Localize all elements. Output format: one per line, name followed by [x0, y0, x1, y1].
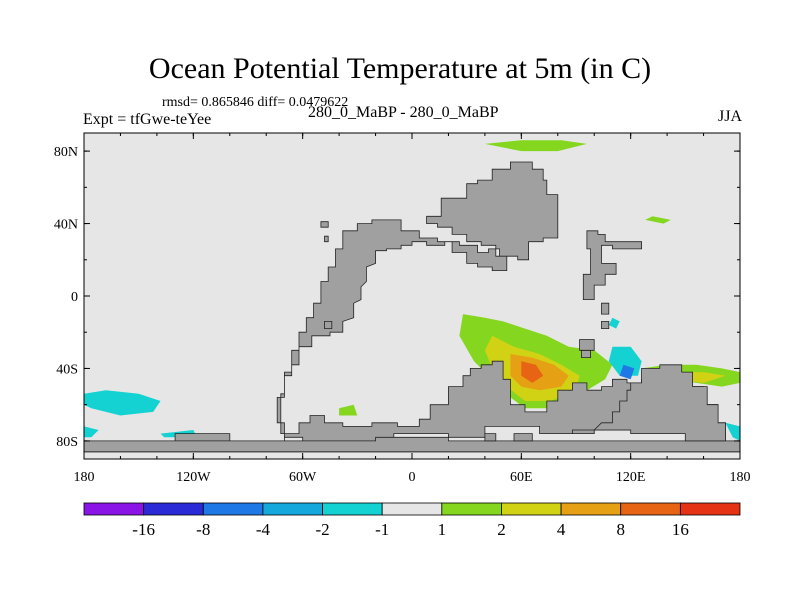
anomaly-south-atlantic-green: [339, 404, 358, 416]
land-island-6: [601, 320, 610, 330]
y-tick-label: 40N: [54, 218, 78, 233]
experiment-label: Expt = tfGwe-teYee: [83, 111, 212, 128]
colorbar-label: 16: [672, 520, 689, 539]
x-tick-label: 60W: [289, 470, 317, 485]
land-east-asia-finger: [582, 230, 642, 301]
anomaly-pacific-cyan-2: [84, 426, 99, 438]
colorbar-swatch: [560, 502, 622, 516]
land-southern-strip: [84, 436, 740, 453]
anomaly-far-east-cyan: [725, 422, 740, 441]
y-tick-label: 40S: [56, 362, 78, 377]
y-tick-label: 0: [71, 290, 78, 305]
chart-title: Ocean Potential Temperature at 5m (in C): [148, 52, 652, 85]
colorbar-label: 2: [497, 520, 506, 539]
colorbar-label: 1: [438, 520, 447, 539]
axis-layer: 180 120W 60W 0 60E 120E 180 80N 40N 0 40S 80S: [54, 133, 751, 485]
land-island-4: [581, 349, 591, 359]
colorbar-swatch: [620, 502, 681, 516]
x-tick-label: 180: [74, 470, 95, 485]
colorbar-label: -16: [132, 520, 155, 539]
colorbar-swatch: [441, 502, 502, 516]
x-tick-label: 120W: [176, 470, 211, 485]
colorbar-swatch: [262, 502, 323, 516]
colorbar-label: -4: [256, 520, 271, 539]
y-tick-label: 80S: [56, 435, 78, 450]
colorbar: -16 -8 -4 -2 -1 1 2 4 8 16: [83, 502, 741, 539]
colorbar-swatch: [202, 502, 264, 516]
rmsd-diff-stats: rmsd= 0.865846 diff= 0.0479622: [162, 95, 349, 110]
colorbar-swatch: [322, 502, 383, 516]
land-australia: [572, 364, 726, 442]
season-label: JJA: [717, 108, 742, 125]
x-tick-label: 180: [730, 470, 751, 485]
x-tick-label: 120E: [616, 470, 646, 485]
land-island-5: [601, 302, 610, 315]
y-tick-label: 80N: [54, 145, 78, 160]
anomaly-pacific-cyan: [84, 390, 161, 416]
x-tick-label: 0: [409, 470, 416, 485]
land-layer: [84, 161, 740, 453]
colorbar-swatch: [381, 502, 443, 516]
anomaly-east-blue: [619, 364, 635, 380]
colorbar-swatch: [501, 502, 562, 516]
colorbar-label: 8: [616, 520, 625, 539]
land-island-9: [579, 339, 595, 351]
colorbar-label: -8: [196, 520, 210, 539]
colorbar-label: -1: [375, 520, 389, 539]
land-island-7: [484, 433, 497, 442]
colorbar-label: -2: [315, 520, 329, 539]
anomaly-small-cyan: [608, 317, 620, 329]
x-tick-label: 60E: [510, 470, 533, 485]
colorbar-swatch: [143, 502, 204, 516]
land-island-1: [324, 320, 333, 330]
land-island-2: [320, 221, 329, 228]
colorbar-label: 4: [557, 520, 566, 539]
anomaly-indian-deep-orange: [521, 361, 544, 383]
anomaly-pacific-east-green: [645, 216, 671, 224]
land-island-8: [513, 433, 533, 442]
colorbar-swatch: [679, 502, 741, 516]
land-island-3: [324, 235, 329, 243]
anomaly-arctic-green: [484, 140, 587, 152]
colorbar-swatch: [83, 502, 145, 516]
comparison-label: 280_0_MaBP - 280_0_MaBP: [308, 104, 499, 121]
